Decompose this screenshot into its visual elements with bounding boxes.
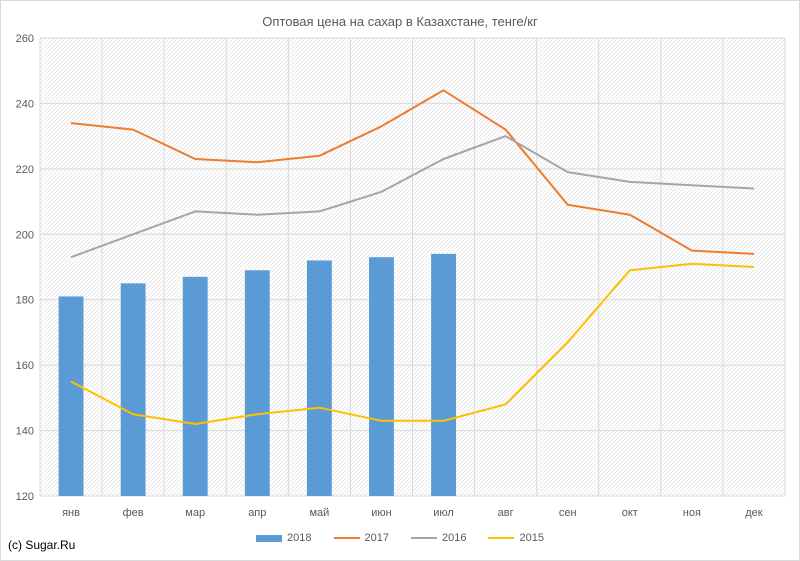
bar-2018 xyxy=(431,253,456,496)
x-tick-label: июл xyxy=(433,507,454,519)
x-tick-label: июн xyxy=(371,507,391,519)
bar-2018 xyxy=(306,260,332,496)
legend-swatch-2015 xyxy=(488,537,515,539)
credit-text: (c) Sugar.Ru xyxy=(8,538,76,552)
legend-label-2017: 2017 xyxy=(364,532,389,544)
bar-2018 xyxy=(58,296,84,496)
chart-title: Оптовая цена на сахар в Казахстане, тенг… xyxy=(262,14,538,29)
bar-2018 xyxy=(369,257,394,496)
bar-2018 xyxy=(120,283,146,496)
legend-swatch-2017 xyxy=(333,537,360,539)
bar-2018 xyxy=(244,270,270,496)
y-tick-label: 220 xyxy=(16,164,34,176)
y-tick-label: 260 xyxy=(16,33,34,45)
legend-item-2015: 2015 xyxy=(488,532,544,544)
x-tick-label: фев xyxy=(123,507,144,519)
legend-label-2018: 2018 xyxy=(287,532,312,544)
y-tick-label: 240 xyxy=(16,98,34,110)
legend-swatch-2016 xyxy=(411,537,437,539)
series-line-2017 xyxy=(70,89,755,255)
y-tick-label: 140 xyxy=(16,426,34,438)
y-tick-label: 160 xyxy=(16,360,34,372)
y-tick-label: 200 xyxy=(16,229,34,241)
legend-item-2016: 2016 xyxy=(411,532,466,544)
x-tick-label: май xyxy=(309,507,329,519)
series-line-2016 xyxy=(70,135,755,259)
x-tick-label: дек xyxy=(745,507,763,519)
x-tick-label: сен xyxy=(559,507,577,519)
x-tick-label: ноя xyxy=(683,507,701,519)
legend-swatch-2018 xyxy=(256,534,283,542)
y-tick-label: 120 xyxy=(16,491,34,503)
legend-label-2015: 2015 xyxy=(519,532,544,544)
chart-plot: 120 140 160 180 200 220 240 260 янв фев мар апр май… xyxy=(16,33,786,519)
y-tick-label: 180 xyxy=(16,295,34,307)
x-tick-label: янв xyxy=(62,507,80,519)
x-tick-label: окт xyxy=(622,507,638,519)
legend-item-2018: 2018 xyxy=(256,532,312,544)
legend: 2018 2017 2016 2015 xyxy=(0,532,800,544)
legend-label-2016: 2016 xyxy=(442,532,467,544)
x-tick-label: авг xyxy=(498,507,514,519)
x-tick-label: апр xyxy=(248,507,266,519)
bar-2018 xyxy=(182,276,208,496)
x-tick-label: мар xyxy=(185,507,205,519)
legend-item-2017: 2017 xyxy=(333,532,389,544)
series-line-2015 xyxy=(70,262,755,425)
